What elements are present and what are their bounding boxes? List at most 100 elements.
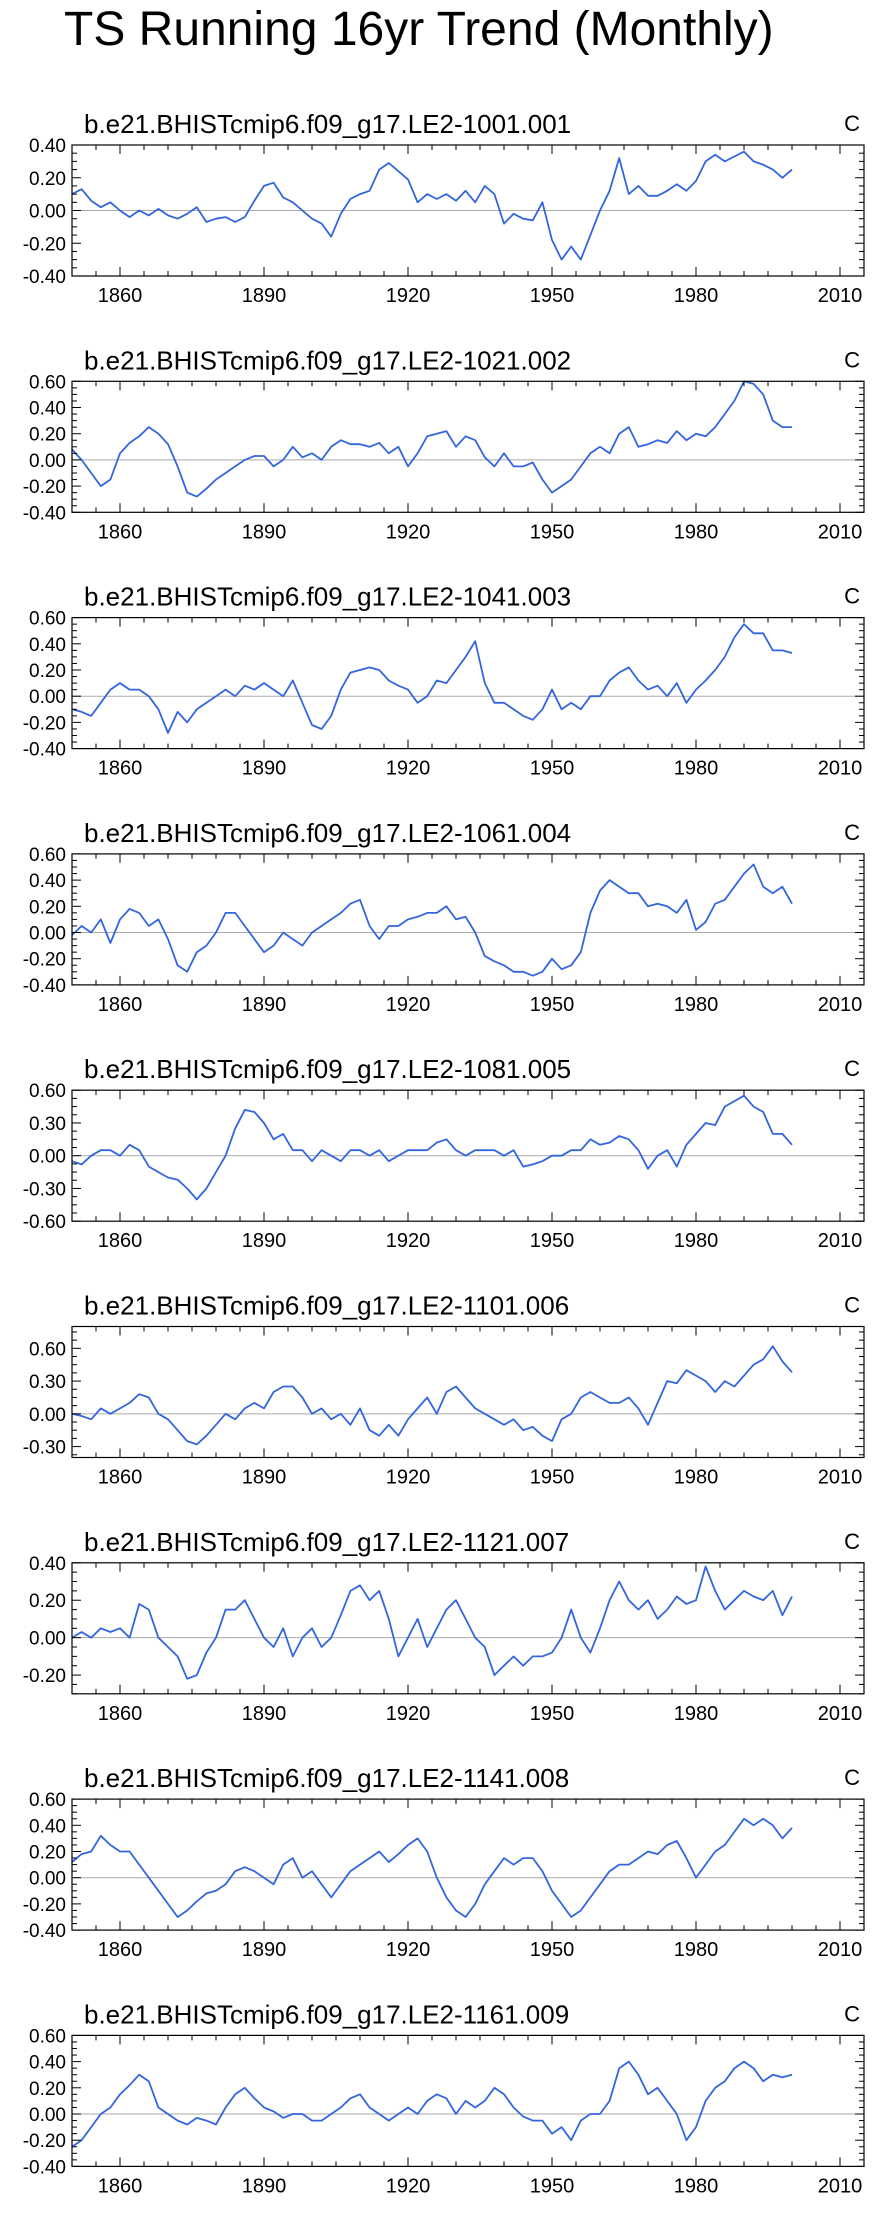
y-tick-label: -0.20 — [23, 713, 66, 734]
y-tick-label: -0.40 — [23, 1921, 66, 1942]
data-line — [71, 623, 793, 734]
x-tick-label: 1920 — [386, 1703, 431, 1725]
x-tick-label: 1950 — [530, 994, 575, 1016]
y-tick-label: 0.40 — [29, 635, 66, 656]
x-tick-label: 1980 — [674, 1467, 719, 1489]
y-tick-label: 0.20 — [29, 897, 66, 918]
y-tick-label: 0.00 — [29, 2105, 66, 2126]
y-tick-label: 0.20 — [29, 2079, 66, 2100]
y-tick-label: 0.20 — [29, 1843, 66, 1864]
x-tick-label: 1860 — [98, 1467, 143, 1489]
units-label: C — [844, 1293, 860, 1318]
x-tick-label: 1950 — [530, 1939, 575, 1961]
x-tick-label: 1860 — [98, 1939, 143, 1961]
panel-title: b.e21.BHISTcmip6.f09_g17.LE2-1101.006 — [84, 1291, 569, 1321]
panel-title: b.e21.BHISTcmip6.f09_g17.LE2-1081.005 — [84, 1054, 571, 1084]
y-tick-label: -0.20 — [23, 477, 66, 498]
x-tick-label: 1860 — [98, 285, 143, 307]
x-tick-label: 1920 — [386, 521, 431, 543]
y-tick-label: -0.30 — [23, 1179, 66, 1200]
chart-panel-2: b.e21.BHISTcmip6.f09_g17.LE2-1021.002 C 18… — [23, 345, 865, 543]
y-tick-label: -0.20 — [23, 2131, 66, 2152]
x-tick-label: 1950 — [530, 285, 575, 307]
x-tick-label: 1890 — [242, 521, 287, 543]
y-tick-label: 0.40 — [29, 1816, 66, 1837]
data-line — [71, 1345, 793, 1446]
x-tick-label: 1890 — [242, 1939, 287, 1961]
y-tick-label: 0.40 — [29, 399, 66, 420]
x-tick-label: 1920 — [386, 285, 431, 307]
chart-panel-8: b.e21.BHISTcmip6.f09_g17.LE2-1141.008 C 18… — [23, 1763, 865, 1961]
x-tick-label: 1860 — [98, 1703, 143, 1725]
y-tick-label: -0.40 — [23, 740, 66, 761]
x-tick-label: 1950 — [530, 2175, 575, 2197]
panel-title: b.e21.BHISTcmip6.f09_g17.LE2-1041.003 — [84, 582, 571, 612]
y-tick-label: -0.40 — [23, 976, 66, 997]
panel-title: b.e21.BHISTcmip6.f09_g17.LE2-1161.009 — [84, 1999, 569, 2029]
x-tick-label: 1890 — [242, 994, 287, 1016]
data-line — [71, 1817, 793, 1918]
y-tick-label: -0.20 — [23, 234, 66, 255]
y-tick-label: -0.20 — [23, 950, 66, 971]
x-tick-label: 1920 — [386, 1939, 431, 1961]
y-tick-label: -0.30 — [23, 1438, 66, 1459]
data-line — [71, 863, 793, 977]
x-tick-label: 2010 — [818, 994, 863, 1016]
x-tick-label: 1920 — [386, 994, 431, 1016]
x-tick-label: 1920 — [386, 1230, 431, 1252]
x-tick-label: 1890 — [242, 285, 287, 307]
x-tick-label: 1980 — [674, 758, 719, 780]
x-tick-label: 2010 — [818, 758, 863, 780]
chart-panel-4: b.e21.BHISTcmip6.f09_g17.LE2-1061.004 C 18… — [23, 818, 865, 1016]
units-label: C — [844, 1765, 860, 1790]
units-label: C — [844, 584, 860, 609]
x-tick-label: 2010 — [818, 1703, 863, 1725]
y-tick-label: 0.60 — [29, 1339, 66, 1360]
x-tick-label: 2010 — [818, 285, 863, 307]
x-tick-label: 1920 — [386, 1467, 431, 1489]
y-tick-label: 0.40 — [29, 136, 66, 157]
x-tick-label: 1950 — [530, 1230, 575, 1252]
x-tick-label: 1980 — [674, 285, 719, 307]
units-label: C — [844, 1529, 860, 1554]
page-title: TS Running 16yr Trend (Monthly) — [64, 3, 774, 56]
y-tick-label: 0.00 — [29, 1629, 66, 1650]
y-tick-label: 0.60 — [29, 609, 66, 630]
x-tick-label: 2010 — [818, 2175, 863, 2197]
y-tick-label: -0.40 — [23, 503, 66, 524]
units-label: C — [844, 820, 860, 845]
y-tick-label: 0.00 — [29, 1405, 66, 1426]
y-tick-label: 0.00 — [29, 687, 66, 708]
y-tick-label: 0.20 — [29, 661, 66, 682]
x-tick-label: 1860 — [98, 758, 143, 780]
x-tick-label: 2010 — [818, 521, 863, 543]
units-label: C — [844, 1056, 860, 1081]
y-tick-label: 0.40 — [29, 2053, 66, 2074]
plot-frame — [71, 380, 865, 513]
x-tick-label: 2010 — [818, 1230, 863, 1252]
x-tick-label: 1890 — [242, 758, 287, 780]
x-tick-label: 1950 — [530, 1467, 575, 1489]
x-tick-label: 1950 — [530, 1703, 575, 1725]
y-tick-label: 0.00 — [29, 924, 66, 945]
y-tick-label: -0.40 — [23, 267, 66, 288]
units-label: C — [844, 347, 860, 372]
units-label: C — [844, 111, 860, 136]
chart-panel-9: b.e21.BHISTcmip6.f09_g17.LE2-1161.009 C 18… — [23, 1999, 865, 2197]
x-tick-label: 1890 — [242, 2175, 287, 2197]
x-tick-label: 1980 — [674, 1703, 719, 1725]
y-tick-label: 0.20 — [29, 425, 66, 446]
data-line — [71, 150, 793, 261]
y-tick-label: -0.60 — [23, 1212, 66, 1233]
x-tick-label: 1980 — [674, 1230, 719, 1252]
data-line — [71, 1094, 793, 1201]
y-tick-label: 0.60 — [29, 1790, 66, 1811]
y-tick-label: 0.20 — [29, 169, 66, 190]
x-tick-label: 2010 — [818, 1939, 863, 1961]
y-tick-label: -0.20 — [23, 1895, 66, 1916]
panel-title: b.e21.BHISTcmip6.f09_g17.LE2-1141.008 — [84, 1763, 569, 1793]
y-tick-label: 0.00 — [29, 1869, 66, 1890]
chart-panel-6: b.e21.BHISTcmip6.f09_g17.LE2-1101.006 C 18… — [23, 1291, 865, 1489]
y-tick-label: 0.00 — [29, 451, 66, 472]
